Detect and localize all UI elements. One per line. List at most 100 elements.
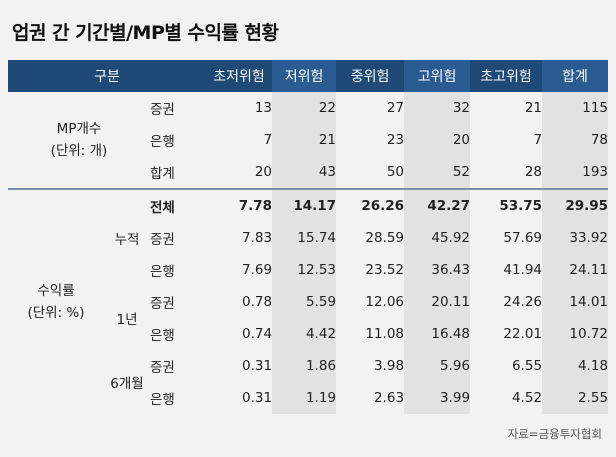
header-very-low-risk: 초저위험 <box>206 60 273 92</box>
cell: 29.95 <box>542 188 609 222</box>
cell: 15.74 <box>272 222 337 254</box>
cell: 42.27 <box>404 188 471 222</box>
table-row: 합계 20 43 50 52 28 193 <box>8 156 609 189</box>
cell: 33.92 <box>542 222 609 254</box>
cell: 14.17 <box>272 188 337 222</box>
period-one-year: 1년 <box>104 286 150 350</box>
cell: 7 <box>263 132 273 148</box>
cell: 4.52 <box>511 390 543 406</box>
cell: 6.55 <box>511 358 543 374</box>
cell: 24.26 <box>503 294 543 310</box>
cell: 22 <box>272 92 337 124</box>
cell: 0.31 <box>241 390 273 406</box>
table-row: 은행 0.74 4.42 11.08 16.48 22.01 10.72 <box>8 318 609 350</box>
cell: 28 <box>524 164 543 180</box>
cell: 50 <box>386 164 405 180</box>
return-label: 수익률 <box>37 283 75 299</box>
cell: 13 <box>254 100 273 116</box>
header-low-risk: 저위험 <box>272 60 337 92</box>
header-very-high-risk: 초고위험 <box>470 60 543 92</box>
cell: 27 <box>386 100 405 116</box>
table-header-row: 구분 초저위험 저위험 중위험 고위험 초고위험 합계 <box>8 60 609 92</box>
cell: 3.99 <box>404 382 471 414</box>
cell: 2.63 <box>373 390 405 406</box>
cell: 22.01 <box>503 326 543 342</box>
returns-table: 구분 초저위험 저위험 중위험 고위험 초고위험 합계 MP개수 (단위: 개)… <box>8 60 609 414</box>
row-label: 증권 <box>150 222 207 254</box>
table-row: 은행 7 21 23 20 7 78 <box>8 124 609 156</box>
cell: 21 <box>524 100 543 116</box>
header-high-risk: 고위험 <box>404 60 471 92</box>
row-label: 증권 <box>150 286 207 318</box>
cell: 41.94 <box>503 262 543 278</box>
cell: 26.26 <box>336 188 405 222</box>
cell: 7.83 <box>241 230 273 246</box>
cell: 16.48 <box>404 318 471 350</box>
cell: 20 <box>404 124 471 156</box>
table-row: MP개수 (단위: 개) 증권 13 22 27 32 21 115 <box>8 92 609 189</box>
cell: 14.01 <box>542 286 609 318</box>
cell: 0.78 <box>241 294 273 310</box>
row-label: 증권 <box>150 92 207 124</box>
header-category: 구분 <box>8 60 207 92</box>
row-label: 은행 <box>150 382 207 414</box>
cell: 45.92 <box>404 222 471 254</box>
cell: 0.31 <box>241 358 273 374</box>
cell: 3.98 <box>373 358 405 374</box>
table-row: 은행 7.69 12.53 23.52 36.43 41.94 24.11 <box>8 254 609 286</box>
cell: 28.59 <box>365 230 405 246</box>
table-row: 6개월 증권 0.31 1.86 3.98 5.96 6.55 4.18 <box>8 350 609 414</box>
cell: 4.18 <box>542 350 609 382</box>
cell: 7.69 <box>241 262 273 278</box>
cell: 23 <box>386 132 405 148</box>
cell: 78 <box>542 124 609 156</box>
cell: 5.59 <box>272 286 337 318</box>
cell: 23.52 <box>365 262 405 278</box>
cell: 115 <box>542 92 609 124</box>
cell: 36.43 <box>404 254 471 286</box>
row-label: 전체 <box>150 188 207 222</box>
cell: 20 <box>254 164 273 180</box>
cell: 12.06 <box>365 294 405 310</box>
mp-count-unit: (단위: 개) <box>50 143 108 159</box>
cell: 57.69 <box>503 230 543 246</box>
row-label: 증권 <box>150 350 207 382</box>
cell: 20.11 <box>404 286 471 318</box>
return-group-label: 수익률 (단위: %) <box>8 188 104 414</box>
cell: 1.86 <box>272 350 337 382</box>
cell: 10.72 <box>542 318 609 350</box>
header-total: 합계 <box>542 60 609 92</box>
table-row: 은행 0.31 1.19 2.63 3.99 4.52 2.55 <box>8 382 609 414</box>
source-note: 자료=금융투자협회 <box>507 427 602 441</box>
cell: 7.78 <box>206 188 273 222</box>
cell: 4.42 <box>272 318 337 350</box>
cell: 52 <box>404 156 471 189</box>
cell: 1.19 <box>272 382 337 414</box>
row-label: 합계 <box>150 156 207 189</box>
mp-count-group-label: MP개수 (단위: 개) <box>8 92 150 189</box>
page-title: 업권 간 기간별/MP별 수익률 현황 <box>12 22 279 44</box>
row-label: 은행 <box>150 124 207 156</box>
cell: 0.74 <box>241 326 273 342</box>
table-row: 수익률 (단위: %) 누적 전체 7.78 14.17 26.26 42.27… <box>8 188 609 414</box>
mp-count-label: MP개수 <box>56 121 102 137</box>
return-unit: (단위: %) <box>27 305 85 321</box>
table-row: 1년 증권 0.78 5.59 12.06 20.11 24.26 14.01 <box>8 286 609 350</box>
row-label: 은행 <box>150 318 207 350</box>
table-row: 증권 7.83 15.74 28.59 45.92 57.69 33.92 <box>8 222 609 254</box>
cell: 7 <box>533 132 543 148</box>
period-six-months: 6개월 <box>104 350 150 414</box>
cell: 12.53 <box>272 254 337 286</box>
cell: 11.08 <box>365 326 405 342</box>
header-mid-risk: 중위험 <box>336 60 405 92</box>
cell: 21 <box>272 124 337 156</box>
cell: 193 <box>542 156 609 189</box>
cell: 32 <box>404 92 471 124</box>
row-label: 은행 <box>150 254 207 286</box>
cell: 2.55 <box>542 382 609 414</box>
cell: 5.96 <box>404 350 471 382</box>
period-cumulative: 누적 <box>104 188 150 286</box>
cell: 43 <box>272 156 337 189</box>
cell: 53.75 <box>470 188 543 222</box>
cell: 24.11 <box>542 254 609 286</box>
